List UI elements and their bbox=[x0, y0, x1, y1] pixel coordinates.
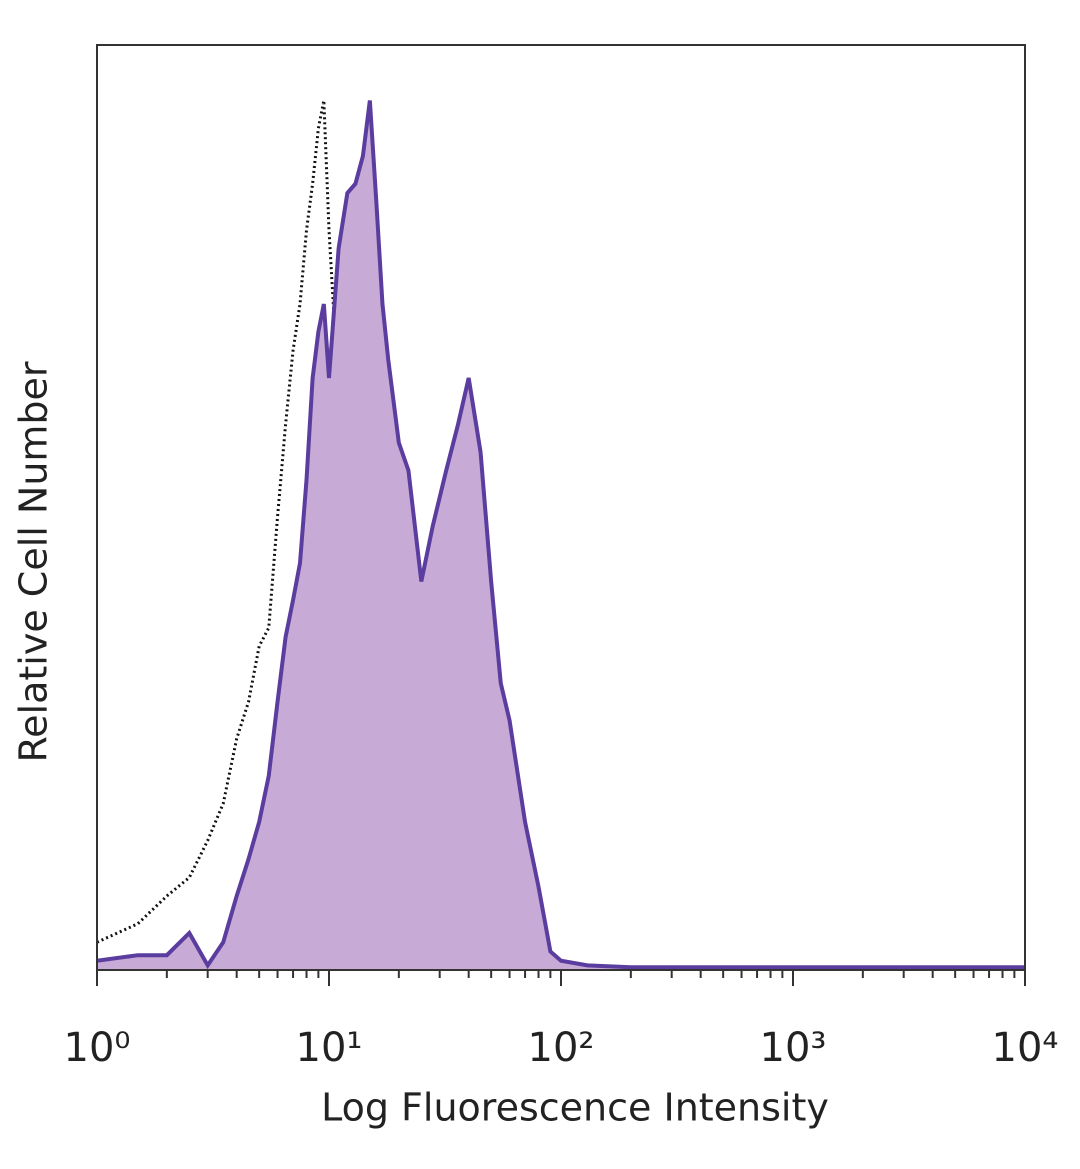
y-axis-label: Relative Cell Number bbox=[12, 361, 56, 762]
x-tick-label: 10⁰ bbox=[64, 1025, 131, 1071]
plot-frame bbox=[96, 44, 1026, 971]
x-tick-label: 10⁴ bbox=[992, 1025, 1059, 1071]
x-axis-label: Log Fluorescence Intensity bbox=[321, 1086, 829, 1130]
histogram-line bbox=[96, 100, 1025, 969]
x-tick-label: 10¹ bbox=[296, 1025, 363, 1071]
x-tick-label: 10² bbox=[528, 1025, 595, 1071]
x-tick-label: 10³ bbox=[760, 1025, 827, 1071]
histogram-line bbox=[96, 100, 1025, 970]
histogram-area bbox=[97, 100, 1025, 970]
